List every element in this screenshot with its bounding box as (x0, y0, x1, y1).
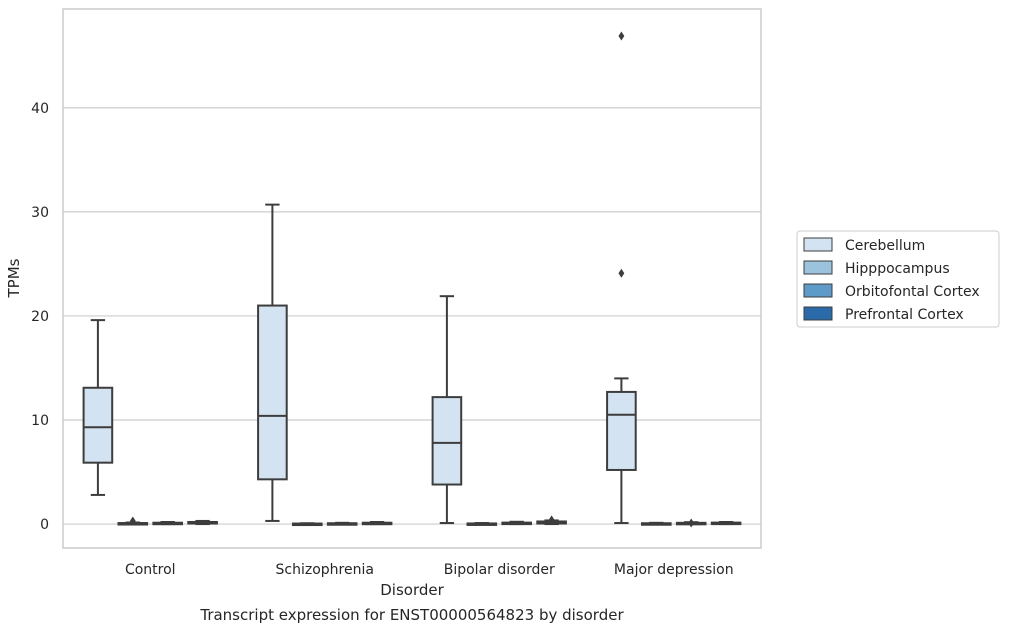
axes: 0 10 20 30 40 Control Schizophrenia Bipolar dis… (31, 8, 762, 578)
plot-frame (62, 8, 762, 549)
outlier-point (618, 31, 625, 41)
box-cerebellum (606, 31, 637, 525)
box-hipppocampus (291, 522, 323, 527)
legend-label: Cerebellum (845, 238, 925, 254)
legend-swatch (803, 283, 833, 298)
box-cerebellum (431, 295, 463, 525)
box-groups (82, 31, 742, 528)
legend-swatch (803, 260, 833, 275)
x-tick-label: Control (125, 562, 176, 578)
x-tick-label: Bipolar disorder (444, 562, 555, 578)
x-axis-label: Disorder (380, 581, 444, 599)
box-hipppocampus (466, 522, 498, 526)
box-prefrontal-cortex (187, 519, 218, 526)
grid-lines (63, 107, 761, 525)
box-iqr (431, 396, 463, 486)
box-cerebellum (257, 203, 288, 522)
legend-label: Prefrontal Cortex (845, 307, 964, 323)
y-tick-label: 0 (40, 517, 49, 533)
legend-label: Orbitofontal Cortex (845, 284, 980, 300)
legend: Cerebellum Hipppocampus Orbitofontal Corte… (796, 230, 1000, 328)
y-tick-label: 40 (31, 101, 49, 117)
figure-caption: Transcript expression for ENST0000056482… (200, 606, 624, 624)
legend-frame (796, 230, 1000, 328)
box-prefrontal-cortex (710, 520, 742, 526)
legend-swatch (803, 237, 833, 252)
box-cerebellum (82, 319, 114, 496)
outlier-point (618, 268, 625, 278)
outlier-point (129, 516, 136, 526)
x-tick-label: Schizophrenia (276, 562, 374, 578)
box-hipppocampus (640, 521, 672, 526)
outlier-point (688, 518, 695, 528)
box-prefrontal-cortex (536, 515, 567, 526)
box-prefrontal-cortex (361, 520, 393, 526)
legend-label: Hipppocampus (845, 261, 950, 277)
x-tick-label: Major depression (614, 562, 734, 578)
y-tick-label: 10 (31, 413, 49, 429)
y-tick-label: 20 (31, 309, 49, 325)
box-iqr (257, 304, 288, 481)
box-hipppocampus (117, 516, 149, 526)
y-tick-label: 30 (31, 205, 49, 221)
box-iqr (82, 386, 114, 464)
box-iqr (606, 390, 637, 471)
box-orbitofontal-cortex (152, 520, 184, 526)
outlier-point (548, 515, 555, 525)
box-orbitofontal-cortex (501, 520, 533, 526)
y-axis-label: TPMs (5, 258, 23, 298)
box-orbitofontal-cortex (675, 518, 707, 528)
legend-swatch (803, 306, 833, 321)
box-orbitofontal-cortex (326, 521, 358, 526)
